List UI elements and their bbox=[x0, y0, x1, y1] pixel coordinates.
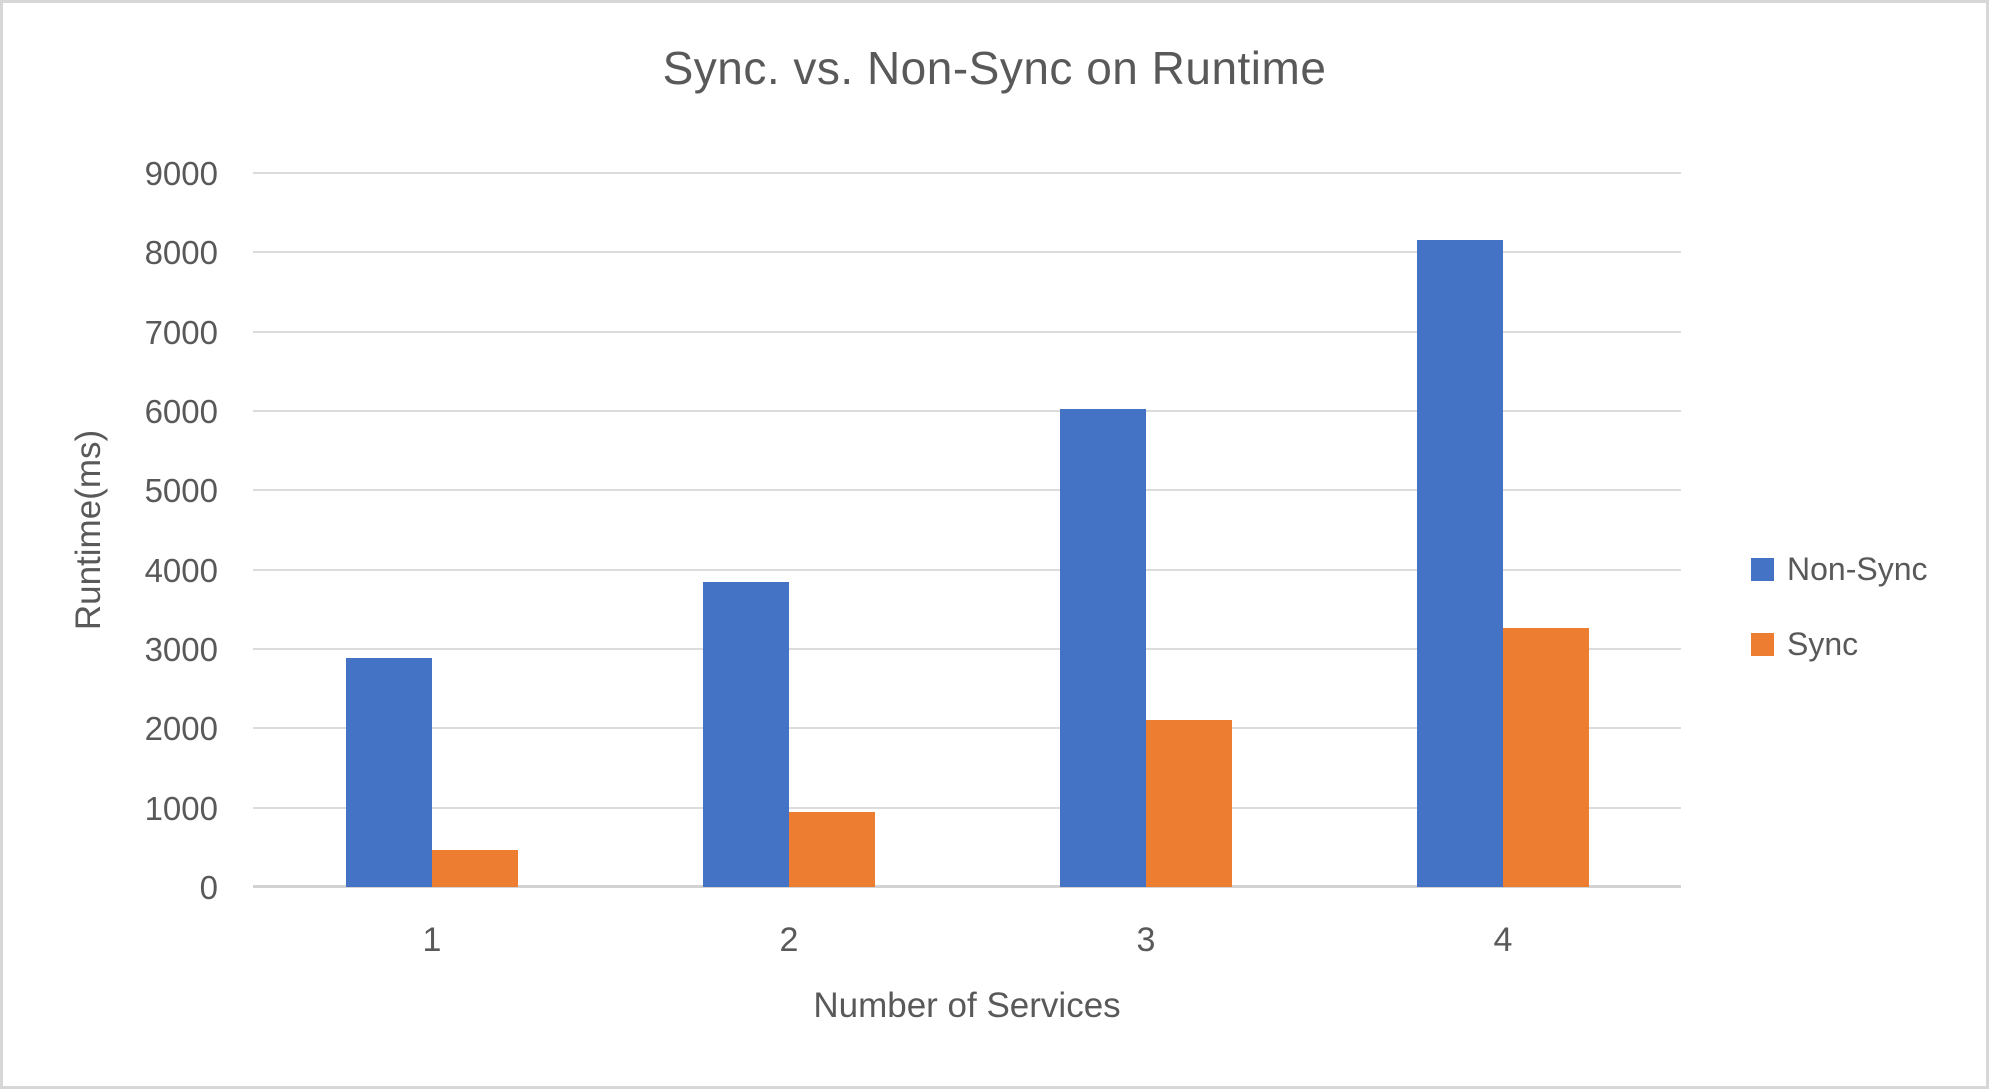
x-tick-label-3: 3 bbox=[1136, 921, 1156, 959]
y-tick-label-7000: 7000 bbox=[144, 314, 218, 351]
y-tick-label-2000: 2000 bbox=[144, 710, 218, 747]
gridline-2000 bbox=[253, 727, 1681, 729]
y-tick-label-8000: 8000 bbox=[144, 234, 218, 271]
bar-sync-3 bbox=[1146, 720, 1232, 887]
y-tick-label-0: 0 bbox=[199, 869, 218, 906]
y-tick-label-6000: 6000 bbox=[144, 393, 218, 430]
chart-title: Sync. vs. Non-Sync on Runtime bbox=[662, 42, 1327, 94]
x-axis-title: Number of Services bbox=[813, 986, 1121, 1025]
gridline-7000 bbox=[253, 331, 1681, 333]
plot-area bbox=[253, 172, 1681, 888]
gridline-1000 bbox=[253, 807, 1681, 809]
gridline-9000 bbox=[253, 172, 1681, 174]
x-tick-label-4: 4 bbox=[1493, 921, 1513, 959]
y-tick-label-1000: 1000 bbox=[144, 790, 218, 827]
y-tick-label-9000: 9000 bbox=[144, 155, 218, 192]
bar-non-sync-2 bbox=[703, 582, 789, 887]
gridline-8000 bbox=[253, 251, 1681, 253]
gridline-5000 bbox=[253, 489, 1681, 491]
legend-item-sync: Sync bbox=[1751, 625, 1928, 662]
x-tick-label-1: 1 bbox=[422, 921, 442, 959]
bar-sync-4 bbox=[1503, 628, 1589, 887]
x-tick-label-2: 2 bbox=[779, 921, 799, 959]
y-tick-label-3000: 3000 bbox=[144, 631, 218, 668]
legend-marker-non-sync bbox=[1751, 557, 1774, 581]
legend-marker-sync bbox=[1751, 632, 1774, 656]
bar-non-sync-3 bbox=[1060, 409, 1146, 887]
legend: Non-Sync Sync bbox=[1751, 550, 1928, 662]
bar-sync-2 bbox=[789, 812, 875, 887]
x-axis-tick-labels: 1 2 3 4 bbox=[253, 923, 1681, 963]
legend-item-non-sync: Non-Sync bbox=[1751, 550, 1928, 587]
legend-label-sync: Sync bbox=[1787, 625, 1859, 662]
gridline-4000 bbox=[253, 569, 1681, 571]
bar-non-sync-1 bbox=[346, 658, 432, 887]
legend-label-non-sync: Non-Sync bbox=[1787, 550, 1928, 587]
gridline-3000 bbox=[253, 648, 1681, 650]
gridline-6000 bbox=[253, 410, 1681, 412]
bar-sync-1 bbox=[432, 850, 518, 887]
x-axis-baseline bbox=[253, 885, 1681, 888]
bar-non-sync-4 bbox=[1417, 240, 1503, 887]
y-tick-label-4000: 4000 bbox=[144, 552, 218, 589]
y-tick-label-5000: 5000 bbox=[144, 472, 218, 509]
y-axis-tick-labels: 0 1000 2000 3000 4000 5000 6000 7000 8000 9000 bbox=[3, 157, 218, 904]
